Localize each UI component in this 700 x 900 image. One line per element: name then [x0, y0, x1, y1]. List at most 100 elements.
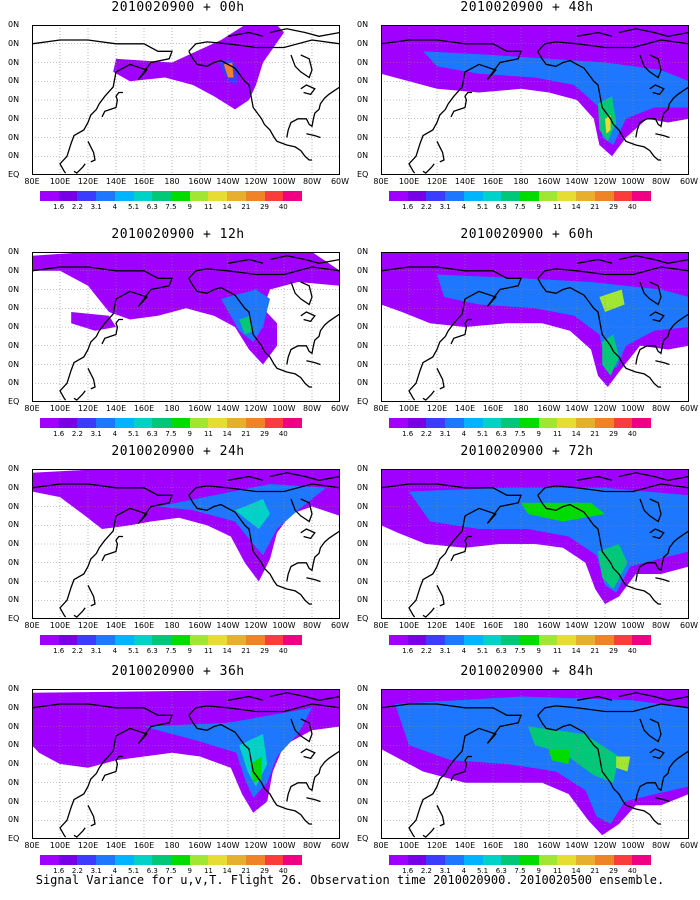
colorbar-label: 4 [112, 647, 118, 655]
coastline [73, 827, 86, 838]
coastline [306, 797, 321, 803]
colorbar-swatch [520, 191, 539, 201]
lon-tick-label: 100E [398, 177, 420, 186]
lon-tick-label: 80E [373, 404, 389, 413]
coastline [101, 91, 123, 118]
lon-tick-label: 160W [537, 177, 561, 186]
colorbar-swatch [445, 191, 464, 201]
colorbar-label: 2.2 [420, 203, 432, 211]
coastline [635, 86, 689, 138]
lat-tick-label: 0N [357, 265, 369, 275]
colorbar-label: 1.6 [53, 867, 65, 875]
colorbar-label: 14 [571, 867, 581, 875]
coastline [635, 313, 689, 365]
colorbar-label: 6.3 [146, 203, 158, 211]
coastline [576, 695, 613, 701]
colorbar-swatch [576, 855, 595, 865]
coastline [635, 530, 689, 582]
lon-tick-label: 160W [188, 841, 212, 850]
coastline [300, 84, 316, 96]
colorbar-label: 6.3 [495, 203, 507, 211]
map-frame [381, 689, 689, 839]
lon-tick-label: 80W [302, 841, 322, 850]
map-plot [381, 469, 689, 619]
coastline [227, 695, 264, 701]
colorbar-swatch [594, 418, 614, 428]
coastline [300, 748, 316, 760]
lon-tick-label: 140E [454, 841, 476, 850]
lat-tick-label: 0N [8, 595, 20, 605]
colorbar-label: 9 [536, 430, 541, 438]
lat-tick-label: 0N [357, 113, 369, 123]
colorbar-swatch [389, 635, 408, 645]
coastline [537, 277, 661, 388]
lon-tick-label: 60W [330, 177, 350, 186]
lon-tick-label: 120E [426, 404, 448, 413]
coastline [639, 281, 662, 306]
colorbar-label: 2.2 [420, 867, 432, 875]
coastline [436, 805, 445, 827]
lat-tick-label: EQ [8, 170, 20, 179]
colorbar-swatch [208, 418, 228, 428]
coastline [306, 133, 321, 139]
colorbar-swatch [501, 855, 521, 865]
colorbar-swatch [133, 191, 153, 201]
colorbar-swatch [482, 418, 502, 428]
colorbar-swatch [594, 191, 614, 201]
map-panel-12h: 2010020900 + 12h 0N 0N 0N 0N 0N 0N 0N 0N EQ 80E 100… [8, 227, 349, 442]
colorbar-label: 9 [187, 867, 192, 875]
coastline [649, 748, 665, 760]
lat-tick-label: 0N [8, 740, 20, 750]
colorbar-swatch [594, 635, 614, 645]
lon-tick-label: 160E [133, 841, 155, 850]
colorbar-label: 3.1 [439, 867, 451, 875]
colorbar-swatch [96, 855, 115, 865]
colorbar-label: 4 [112, 203, 118, 211]
colorbar-swatch [114, 418, 134, 428]
lon-tick-label: 80W [651, 841, 671, 850]
lon-tick-label: 60W [679, 841, 699, 850]
colorbar-label: 5.1 [476, 203, 489, 211]
colorbar-label: 9 [187, 647, 192, 655]
lon-tick-label: 80E [24, 404, 40, 413]
lat-tick-label: 0N [8, 576, 20, 586]
lat-tick-label: 0N [8, 702, 20, 712]
colorbar-label: 7.5 [514, 647, 526, 655]
colorbar-label: 5.1 [127, 647, 140, 655]
colorbar-swatch [389, 418, 408, 428]
colorbar-label: 40 [627, 867, 637, 875]
colorbar-swatch [501, 191, 521, 201]
colorbar-label: 29 [260, 647, 270, 655]
colorbar-swatch [208, 635, 228, 645]
colorbar-swatch [114, 635, 134, 645]
colorbar-label: 11 [552, 203, 562, 211]
colorbar-label: 40 [278, 647, 288, 655]
coastline [537, 266, 689, 279]
lon-tick-label: 140W [565, 621, 589, 630]
colorbar-label: 6.3 [495, 430, 507, 438]
lon-tick-label: 160W [188, 177, 212, 186]
coastline [101, 755, 123, 782]
coastline [32, 266, 173, 401]
lon-tick-label: 180 [164, 621, 180, 630]
lon-tick-label: 100W [621, 621, 645, 630]
coastline [188, 50, 312, 161]
lon-tick-label: 80W [302, 177, 322, 186]
lat-tick-label: 0N [8, 247, 20, 256]
lon-tick-label: 120W [593, 621, 617, 630]
lon-tick-label: 180 [164, 841, 180, 850]
colorbar-label: 29 [609, 647, 619, 655]
colorbar-swatch [463, 855, 483, 865]
coastline [649, 311, 665, 323]
colorbar-label: 40 [627, 203, 637, 211]
lat-tick-label: 0N [8, 284, 20, 294]
colorbar-label: 4 [112, 430, 118, 438]
lat-tick-label: EQ [357, 170, 369, 179]
variance-shading-level-3 [144, 707, 312, 798]
colorbar-swatch [501, 418, 521, 428]
lat-tick-label: 0N [357, 721, 369, 731]
lon-tick-label: 60W [679, 404, 699, 413]
lon-tick-label: 100W [272, 841, 296, 850]
colorbar-label: 6.3 [146, 867, 158, 875]
lon-tick-label: 120E [77, 621, 99, 630]
